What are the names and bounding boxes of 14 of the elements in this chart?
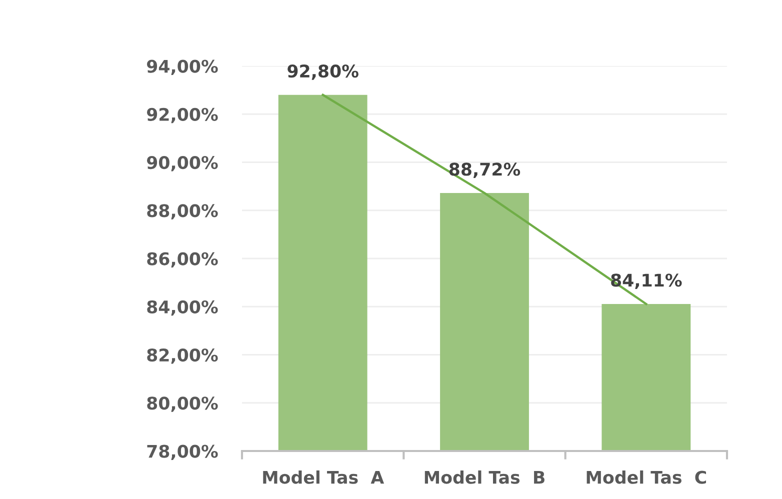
y-tick-label: 86,00% xyxy=(147,252,218,268)
y-tick-label: 90,00% xyxy=(146,156,218,172)
x-tick-label: Model Tas B xyxy=(424,470,544,484)
y-tick-label: 82,00% xyxy=(147,348,218,364)
x-tick-label: Model Tas A xyxy=(263,470,384,484)
x-tick-label: Model Tas C xyxy=(586,470,706,484)
y-tick-label: 94,00% xyxy=(146,60,218,76)
y-tick-label: 84,00% xyxy=(147,300,218,316)
data-label: 88,72% xyxy=(449,162,520,178)
y-tick-label: 78,00% xyxy=(147,444,218,460)
y-tick-label: 92,00% xyxy=(146,108,218,124)
y-tick-label: 88,00% xyxy=(147,204,218,220)
data-label: 92,80% xyxy=(288,64,358,80)
y-tick-label: 80,00% xyxy=(147,396,218,412)
